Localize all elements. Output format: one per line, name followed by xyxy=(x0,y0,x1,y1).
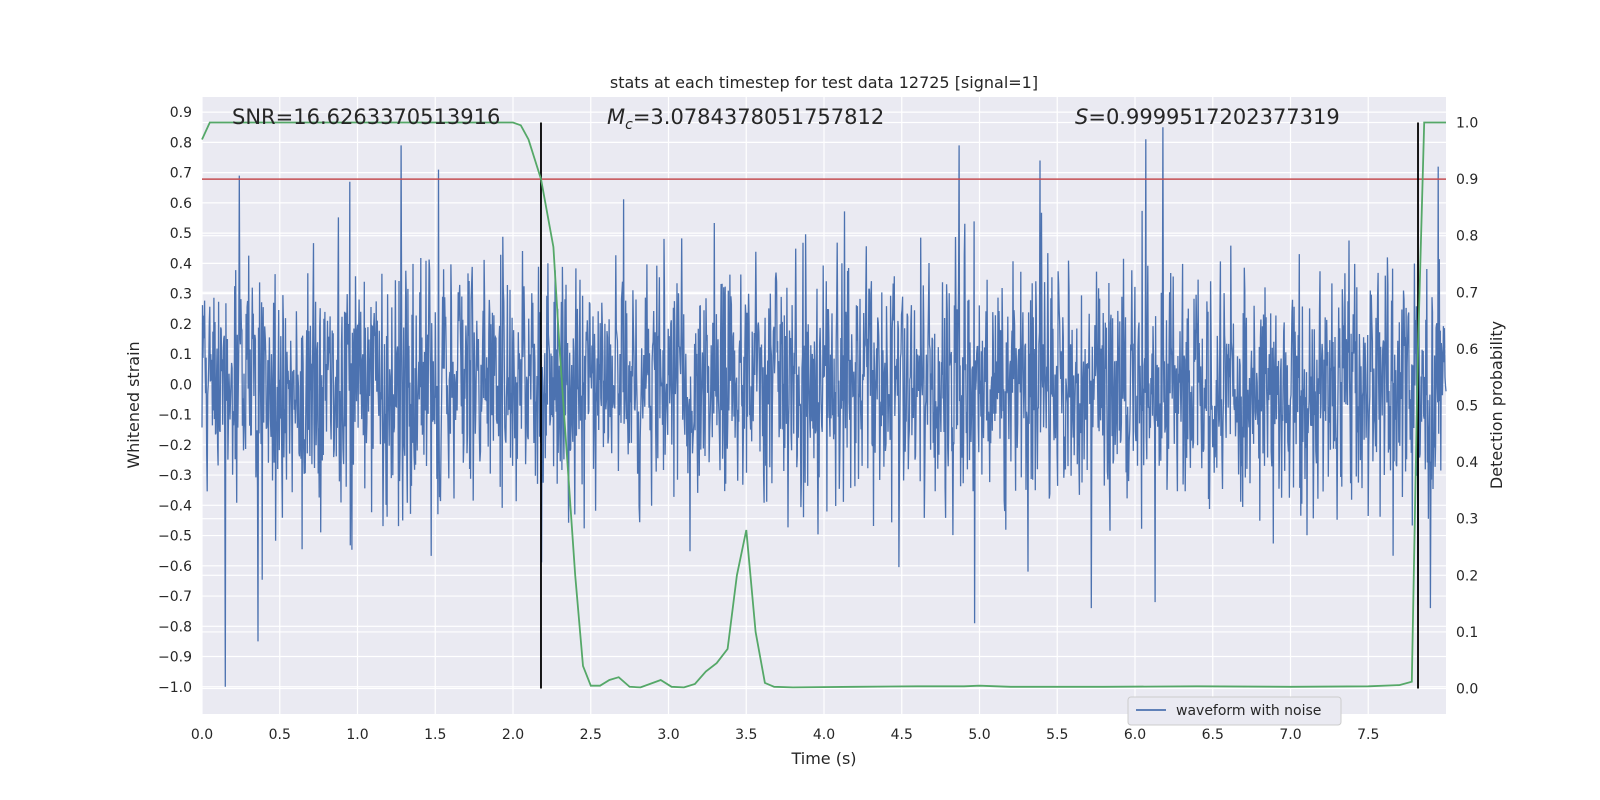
snr-annotation: SNR=16.6263370513916 xyxy=(232,105,500,129)
y-left-tick-label: 0.1 xyxy=(170,347,192,363)
y-left-tick-label: 0.0 xyxy=(170,377,192,393)
y-right-tick-label: 0.7 xyxy=(1456,285,1478,301)
x-tick-label: 7.0 xyxy=(1279,727,1301,743)
y-left-tick-label: 0.5 xyxy=(170,226,192,242)
x-tick-label: 2.5 xyxy=(580,727,602,743)
chirp-mass-symbol: M xyxy=(607,105,625,129)
y-left-tick-label: −0.8 xyxy=(158,619,192,635)
y-left-tick-label: −0.6 xyxy=(158,559,192,575)
x-tick-label: 4.5 xyxy=(891,727,913,743)
score-symbol: S xyxy=(1075,105,1088,129)
y-left-tick-label: 0.3 xyxy=(170,287,192,303)
x-tick-label: 5.5 xyxy=(1046,727,1068,743)
x-tick-label: 3.0 xyxy=(657,727,679,743)
x-tick-label: 1.0 xyxy=(346,727,368,743)
x-tick-label: 6.0 xyxy=(1124,727,1146,743)
x-tick-label: 6.5 xyxy=(1202,727,1224,743)
score-annotation: S=0.9999517202377319 xyxy=(1075,105,1340,129)
y-left-tick-label: −0.7 xyxy=(158,589,192,605)
y-left-tick-label: 0.7 xyxy=(170,166,192,182)
x-axis-label: Time (s) xyxy=(790,749,856,768)
x-tick-label: 0.0 xyxy=(191,727,213,743)
chirp-mass-annotation: Mc=3.0784378051757812 xyxy=(607,105,884,133)
score-value: =0.9999517202377319 xyxy=(1088,105,1339,129)
y-right-tick-labels: 1.0 0.9 0.8 0.7 0.6 0.5 0.4 0.3 0.2 0.1 0.0 xyxy=(1456,115,1478,697)
x-tick-label: 1.5 xyxy=(424,727,446,743)
waveform-line xyxy=(201,127,1447,687)
y-left-tick-label: −1.0 xyxy=(158,680,192,696)
y-left-tick-label: −0.9 xyxy=(158,650,192,666)
marker-lines xyxy=(540,122,1419,689)
y-left-tick-label: −0.3 xyxy=(158,468,192,484)
y-left-tick-label: −0.4 xyxy=(158,498,192,514)
x-tick-label: 0.5 xyxy=(269,727,291,743)
y-left-tick-labels: 0.9 0.8 0.7 0.6 0.5 0.4 0.3 0.2 0.1 0.0 −0.1 −0.2 −0… xyxy=(158,105,192,696)
y-right-tick-label: 0.1 xyxy=(1456,625,1478,641)
x-tick-label: 3.5 xyxy=(735,727,757,743)
waveform-series xyxy=(201,127,1447,687)
y-left-axis-label: Whitened strain xyxy=(124,341,143,468)
y-right-tick-label: 0.6 xyxy=(1456,342,1478,358)
y-left-tick-label: 0.4 xyxy=(170,256,192,272)
y-right-tick-label: 0.8 xyxy=(1456,229,1478,245)
y-left-tick-label: −0.1 xyxy=(158,408,192,424)
x-tick-label: 7.5 xyxy=(1357,727,1379,743)
legend: waveform with noise xyxy=(1127,696,1342,726)
chirp-mass-subscript: c xyxy=(625,117,633,133)
y-left-tick-label: −0.2 xyxy=(158,438,192,454)
x-tick-labels: 0.0 0.5 1.0 1.5 2.0 2.5 3.0 3.5 4.0 4.5 5.0 5.5 6.0 6… xyxy=(191,727,1380,743)
y-right-axis-label: Detection probability xyxy=(1487,321,1506,489)
legend-label: waveform with noise xyxy=(1176,703,1321,719)
y-right-tick-label: 0.2 xyxy=(1456,568,1478,584)
y-left-tick-label: 0.2 xyxy=(170,317,192,333)
legend-box xyxy=(1127,696,1342,726)
y-right-tick-label: 0.4 xyxy=(1456,455,1478,471)
y-left-tick-label: 0.6 xyxy=(170,196,192,212)
x-tick-label: 2.0 xyxy=(502,727,524,743)
y-right-tick-label: 0.9 xyxy=(1456,172,1478,188)
chart-title: stats at each timestep for test data 127… xyxy=(610,73,1038,92)
y-right-tick-label: 0.0 xyxy=(1456,682,1478,698)
y-right-tick-label: 0.5 xyxy=(1456,399,1478,415)
y-right-tick-label: 0.3 xyxy=(1456,512,1478,528)
y-left-tick-label: −0.5 xyxy=(158,529,192,545)
y-left-tick-label: 0.9 xyxy=(170,105,192,121)
y-right-tick-label: 1.0 xyxy=(1456,115,1478,131)
x-tick-label: 4.0 xyxy=(813,727,835,743)
probability-series xyxy=(201,121,1446,689)
y-left-tick-label: 0.8 xyxy=(170,135,192,151)
x-tick-label: 5.0 xyxy=(968,727,990,743)
chirp-mass-value: =3.0784378051757812 xyxy=(633,105,884,129)
